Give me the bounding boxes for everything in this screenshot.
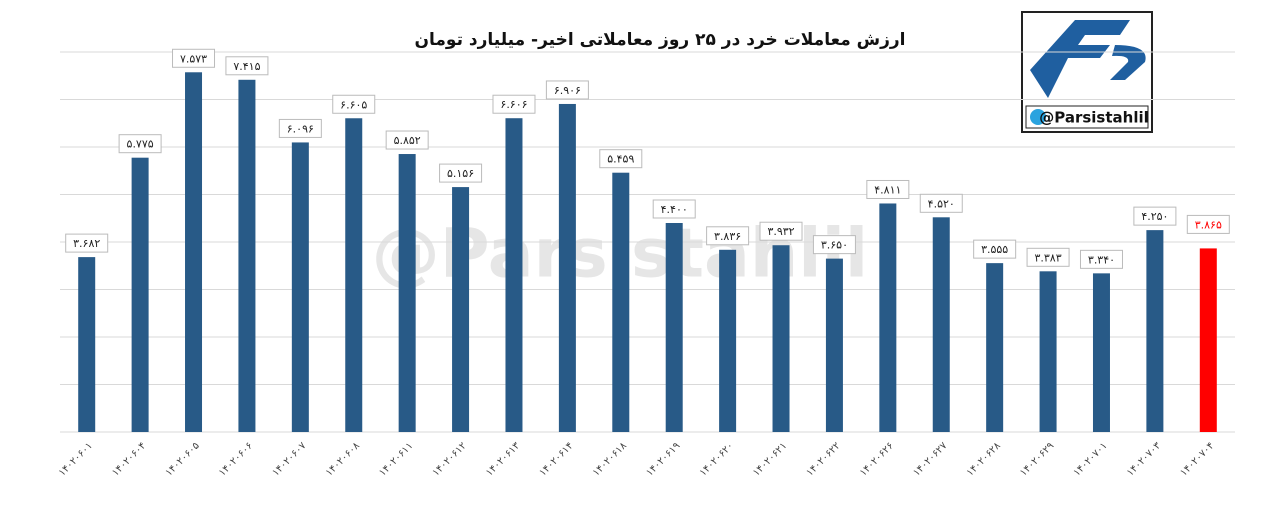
data-label: ۴.۴۰۰ <box>661 203 688 216</box>
data-label-box <box>225 56 269 76</box>
data-label: ۵.۱۵۶ <box>447 167 474 180</box>
data-label-box <box>973 239 1017 259</box>
data-label: ۴.۸۱۱ <box>874 183 901 196</box>
bar <box>78 257 96 432</box>
logo-text: @Parsistahlil <box>1039 109 1149 127</box>
data-label-box <box>1186 214 1230 234</box>
data-label-box <box>652 199 696 219</box>
telegram-icon <box>1030 109 1046 125</box>
logo-bar <box>1025 105 1149 129</box>
bar <box>558 103 576 432</box>
data-label: ۳.۶۵۰ <box>821 239 848 252</box>
bar <box>1199 248 1217 432</box>
data-label-box <box>812 235 856 255</box>
data-label: ۳.۶۸۲ <box>73 237 100 250</box>
data-label-box <box>1133 206 1177 226</box>
bar <box>185 72 203 432</box>
bar <box>825 258 843 432</box>
bar <box>345 118 363 432</box>
data-label: ۳.۳۴۰ <box>1088 253 1115 266</box>
data-label-box <box>118 134 162 154</box>
data-label: ۷.۵۷۳ <box>180 52 207 65</box>
data-label: ۵.۷۷۵ <box>127 138 154 151</box>
logo-mark <box>1030 20 1130 98</box>
bar <box>398 154 416 432</box>
data-label-box <box>385 130 429 150</box>
bar <box>1039 271 1057 432</box>
bar <box>291 142 309 432</box>
bar <box>665 223 683 432</box>
data-label-box <box>65 233 109 253</box>
data-label: ۶.۶۰۵ <box>340 98 367 111</box>
data-label: ۷.۴۱۵ <box>233 60 260 73</box>
data-label-box <box>599 149 643 169</box>
data-label: ۵.۴۵۹ <box>607 153 634 166</box>
data-label: ۳.۸۶۵ <box>1195 218 1222 231</box>
data-label-box <box>492 94 536 114</box>
data-label: ۴.۲۵۰ <box>1141 210 1168 223</box>
bar <box>612 172 630 432</box>
data-label-box <box>172 48 216 68</box>
data-label: ۴.۵۲۰ <box>928 197 955 210</box>
data-label: ۵.۸۵۲ <box>394 134 421 147</box>
bar <box>238 79 256 432</box>
data-label-box <box>866 179 910 199</box>
data-label-box <box>545 80 589 100</box>
data-label-box <box>332 94 376 114</box>
bar <box>719 249 737 432</box>
data-label: ۶.۶۰۶ <box>500 98 527 111</box>
bar <box>1092 273 1110 432</box>
bar <box>932 217 950 432</box>
data-label-box <box>1026 247 1070 267</box>
data-label-box <box>278 118 322 138</box>
logo-mark <box>1110 45 1146 80</box>
data-label-box <box>919 193 963 213</box>
bar <box>452 187 470 432</box>
data-label: ۶.۹۰۶ <box>554 84 581 97</box>
data-label-box <box>439 163 483 183</box>
data-label: ۶.۰۹۶ <box>287 122 314 135</box>
data-label-box <box>759 221 803 241</box>
bar <box>131 157 149 432</box>
data-label: ۳.۹۳۲ <box>767 225 794 238</box>
chart-title: ارزش معاملات خرد در ۲۵ روز معاملاتی اخیر… <box>415 30 906 50</box>
data-label: ۳.۵۵۵ <box>981 243 1008 256</box>
bar <box>505 118 523 432</box>
bar <box>772 245 790 432</box>
bar <box>1146 230 1164 432</box>
bar <box>879 203 897 432</box>
bar <box>986 263 1004 432</box>
data-label-box <box>706 226 750 246</box>
data-label-box <box>1079 249 1123 269</box>
logo: @Parsistahlil <box>1021 11 1153 133</box>
data-label: ۳.۳۸۳ <box>1034 251 1061 264</box>
data-label: ۳.۸۳۶ <box>714 230 741 243</box>
